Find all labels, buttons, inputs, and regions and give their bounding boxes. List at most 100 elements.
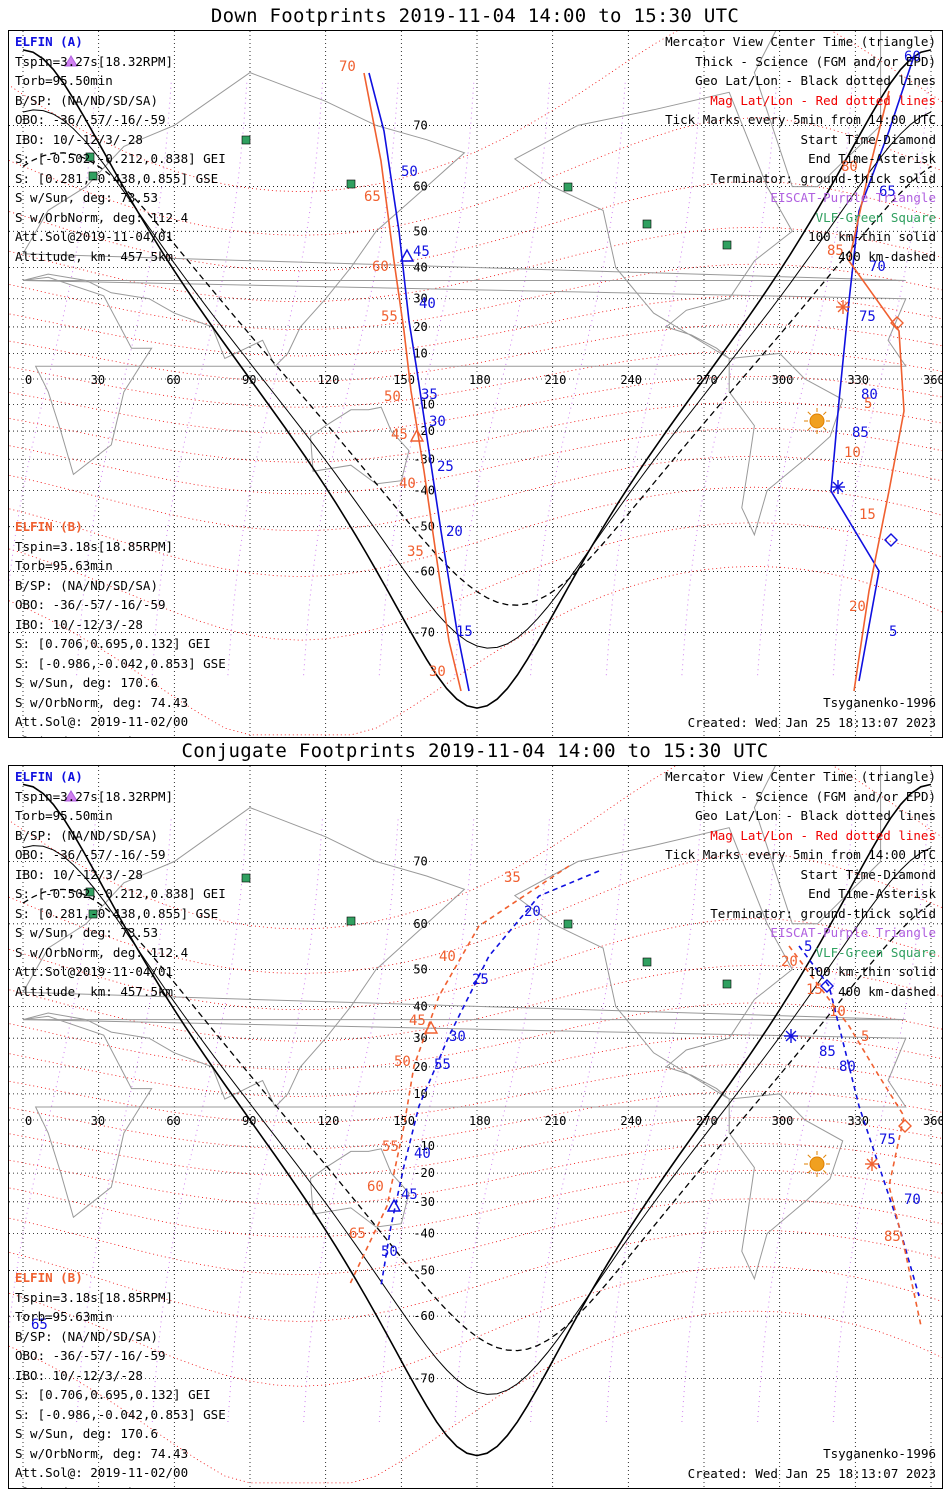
info-line: Torb=95.63min [15, 558, 113, 573]
vlf-square-icon [88, 171, 98, 181]
legend: Mercator View Center Time (triangle) Thic… [665, 767, 936, 1001]
lon-tick: 180 [469, 1114, 491, 1128]
vlf-square-icon [563, 919, 573, 929]
lon-tick: 270 [696, 1114, 718, 1128]
info-line: S: [0.281,-0.438,0.855] GSE [15, 905, 219, 921]
info-line: B/SP: (NA/ND/SD/SA) [15, 1328, 158, 1344]
track-label: 55 [382, 1139, 399, 1155]
info-line: IBO: 10/-12/3/-28 [15, 131, 143, 147]
lat-tick: -60 [413, 564, 435, 578]
track-label: 10 [844, 445, 861, 461]
lat-tick: 40 [413, 261, 427, 275]
info-line: Torb=95.50min [15, 808, 113, 823]
track-label: 85 [819, 1044, 836, 1060]
lat-tick: 70 [413, 854, 427, 868]
info-line: Torb=95.50min [15, 73, 113, 88]
info-line: OBO: -36/-57/-16/-59 [15, 112, 166, 127]
diamond-marker-icon [884, 533, 898, 547]
footprint-tracks: 5045403530252015706560555045403530606570… [339, 49, 921, 692]
legend-item: Geo Lat/Lon - Black dotted lines [695, 808, 936, 823]
legend-item: Terminator: ground-thick solid [710, 170, 936, 186]
info-line: IBO: 10/-12/3/-28 [15, 616, 143, 632]
lat-tick: 60 [413, 180, 427, 194]
info-line: OBO: -36/-57/-16/-59 [15, 597, 166, 612]
vlf-square-icon [642, 957, 652, 967]
track-label: 35 [421, 387, 438, 403]
legend-item: Mercator View Center Time (triangle) [665, 769, 936, 784]
track-label: 80 [861, 387, 878, 403]
lon-tick: 210 [545, 1114, 567, 1128]
track-label: 25 [437, 459, 454, 475]
track-label: 50 [394, 1054, 411, 1070]
terminator [22, 49, 932, 709]
lat-tick: -50 [413, 520, 435, 534]
track-label: 5 [864, 396, 872, 412]
info-line: S: [-0.986,-0.042,0.853] GSE [15, 655, 226, 671]
track-label: 30 [429, 414, 446, 430]
lon-tick: 30 [91, 373, 105, 387]
info-line: S w/OrbNorm, deg: 112.4 [15, 209, 189, 225]
track-label: 5 [804, 939, 812, 955]
legend-item: Geo Lat/Lon - Black dotted lines [695, 73, 936, 88]
lon-tick: 60 [166, 373, 180, 387]
asterisk-marker-icon [836, 300, 850, 314]
track-label: 50 [381, 1244, 398, 1260]
created-timestamp: Created: Wed Jan 25 18:13:07 2023 [687, 714, 936, 730]
track-label: 40 [399, 476, 416, 492]
coastlines [22, 766, 907, 1281]
legend-item: Thick - Science (FGM and/or EPD) [695, 53, 936, 69]
track-label: 40 [414, 1146, 431, 1162]
lat-tick: 30 [413, 292, 427, 306]
vlf-square-icon [346, 179, 356, 189]
vlf-square-icon [563, 182, 573, 192]
lat-tick: 50 [413, 224, 427, 238]
legend-item: Tick Marks every 5min from 14:00 UTC [665, 847, 936, 862]
info-line: IBO: 10/-12/3/-28 [15, 1367, 143, 1383]
lon-tick: 240 [620, 1114, 642, 1128]
mag-meridians [9, 817, 929, 1423]
info-line: Altitude: 458.5km [15, 1483, 226, 1489]
vlf-square-icon [642, 219, 652, 229]
down-footprints-panel: 0306090120150180210240270300330360706050… [8, 30, 943, 738]
lon-tick: 120 [318, 1114, 340, 1128]
elfin-b2-track: 80 85 5 10 15 20 [827, 90, 905, 692]
info-line: IBO: 10/-12/3/-28 [15, 866, 143, 882]
diamond-marker-icon [820, 979, 834, 993]
info-line: Altitude, km: 457.5km [15, 983, 174, 999]
lat-tick: 20 [413, 320, 427, 334]
info-line: S: [0.281,-0.438,0.855] GSE [15, 170, 219, 186]
lon-tick: 330 [847, 1114, 869, 1128]
track-label: 60 [372, 259, 389, 275]
axis-labels: 0306090120150180210240270300330360706050… [25, 118, 942, 639]
info-line: OBO: -36/-57/-16/-59 [15, 1348, 166, 1363]
triangle-marker-icon [423, 1020, 439, 1034]
track-label: 65 [879, 184, 896, 200]
info-line: Tspin=3.27s[18.32RPM] [15, 788, 174, 804]
track-label: 15 [859, 507, 876, 523]
track-label: 65 [31, 1317, 48, 1333]
vlf-square-icon [346, 916, 356, 926]
info-line: S w/OrbNorm, deg: 74.43 [15, 1445, 189, 1461]
track-label: 15 [456, 624, 473, 640]
spacecraft-name: ELFIN (A) [15, 769, 83, 784]
legend-item: EISCAT-Purple Triangle [770, 190, 936, 205]
legend-item: EISCAT-Purple Triangle [770, 925, 936, 940]
lon-tick: 30 [91, 1114, 105, 1128]
legend-item: 400 km-dashed [838, 983, 936, 999]
lon-tick: 360 [923, 373, 942, 387]
info-line: Altitude, km: 457.5km [15, 248, 174, 264]
info-line: Altitude: 458.5km [15, 732, 226, 738]
lon-tick: 150 [393, 373, 415, 387]
track-label: 35 [407, 544, 424, 560]
markers [64, 790, 912, 1212]
geo-grid [9, 31, 942, 737]
asterisk-marker-icon [784, 1029, 798, 1043]
track-label: 75 [879, 1132, 896, 1148]
track-label: 70 [869, 259, 886, 275]
track-label: 30 [449, 1029, 466, 1045]
legend-item: Start Time-Diamond [800, 866, 936, 882]
lat-tick: -10 [413, 1139, 435, 1153]
info-line: S: [-0.502,-0.212,0.838] GEI [15, 886, 226, 901]
info-line: B/SP: (NA/ND/SD/SA) [15, 827, 158, 843]
